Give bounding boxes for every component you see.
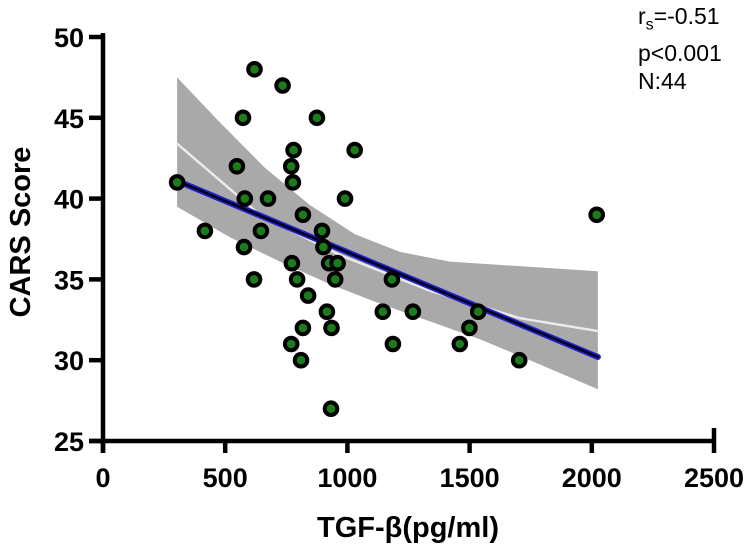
regression-line	[174, 177, 601, 360]
scatter-point	[404, 303, 422, 321]
scatter-point	[196, 222, 214, 240]
scatter-point	[288, 271, 306, 288]
scatter-point	[228, 158, 246, 175]
scatter-point	[346, 141, 364, 159]
data-points	[168, 61, 606, 418]
scatter-point	[294, 319, 312, 337]
scatter-point	[336, 190, 354, 207]
scatter-point	[469, 303, 487, 321]
scatter-point	[384, 335, 402, 353]
scatter-point	[322, 400, 340, 418]
scatter-point	[294, 206, 312, 224]
scatter-point	[323, 319, 340, 337]
scatter-point	[283, 254, 301, 272]
y-tick-label: 45	[54, 104, 84, 134]
x-tick-label: 2000	[562, 463, 622, 493]
scatter-point	[168, 174, 186, 191]
x-tick-label: 1000	[317, 463, 377, 493]
scatter-point	[461, 319, 478, 337]
scatter-point	[246, 61, 263, 78]
x-tick-label: 2500	[684, 463, 744, 493]
x-tick-label: 500	[203, 463, 248, 493]
x-tick-label: 0	[95, 463, 110, 493]
axes	[89, 33, 717, 453]
scatter-point	[236, 190, 254, 207]
stats-annotation: rs=-0.51 p<0.001 N:44	[638, 2, 722, 95]
scatter-point	[252, 222, 270, 240]
scatter-point	[374, 303, 392, 321]
scatter-point	[282, 335, 300, 353]
scatter-point	[318, 303, 336, 321]
x-axis-title: TGF-β(pg/ml)	[317, 512, 499, 544]
scatter-point	[510, 351, 528, 369]
scatter-point	[235, 238, 253, 256]
y-tick-label: 30	[54, 346, 84, 376]
scatter-point	[234, 109, 252, 127]
scatter-point	[588, 206, 606, 224]
x-tick-label: 1500	[440, 463, 500, 493]
y-tick-label: 25	[54, 427, 84, 457]
scatter-point	[313, 222, 331, 240]
scatter-point	[284, 174, 302, 191]
y-tick-label: 35	[54, 265, 84, 295]
y-axis-title: CARS Score	[5, 147, 37, 318]
tick-labels: 0 500 1000 1500 2000 2500 25 30 35 40 45 50	[54, 23, 744, 493]
scatter-point	[383, 271, 401, 288]
scatter-point	[308, 109, 326, 127]
stats-r-line: rs=-0.51	[638, 3, 720, 34]
scatter-point	[285, 141, 302, 159]
stats-p-line: p<0.001	[638, 39, 722, 66]
scatter-point	[282, 158, 300, 175]
scatter-point	[329, 254, 346, 272]
stats-n-line: N:44	[638, 67, 687, 94]
scatter-point	[451, 335, 469, 353]
scatter-point	[245, 271, 263, 288]
scatter-point	[274, 77, 291, 94]
scatter-point	[326, 271, 344, 288]
scatter-point	[259, 190, 277, 207]
scatter-point	[315, 238, 332, 256]
scatter-point	[292, 351, 310, 369]
y-tick-label: 40	[54, 185, 84, 215]
scatter-point	[299, 287, 317, 304]
y-tick-label: 50	[54, 23, 84, 53]
